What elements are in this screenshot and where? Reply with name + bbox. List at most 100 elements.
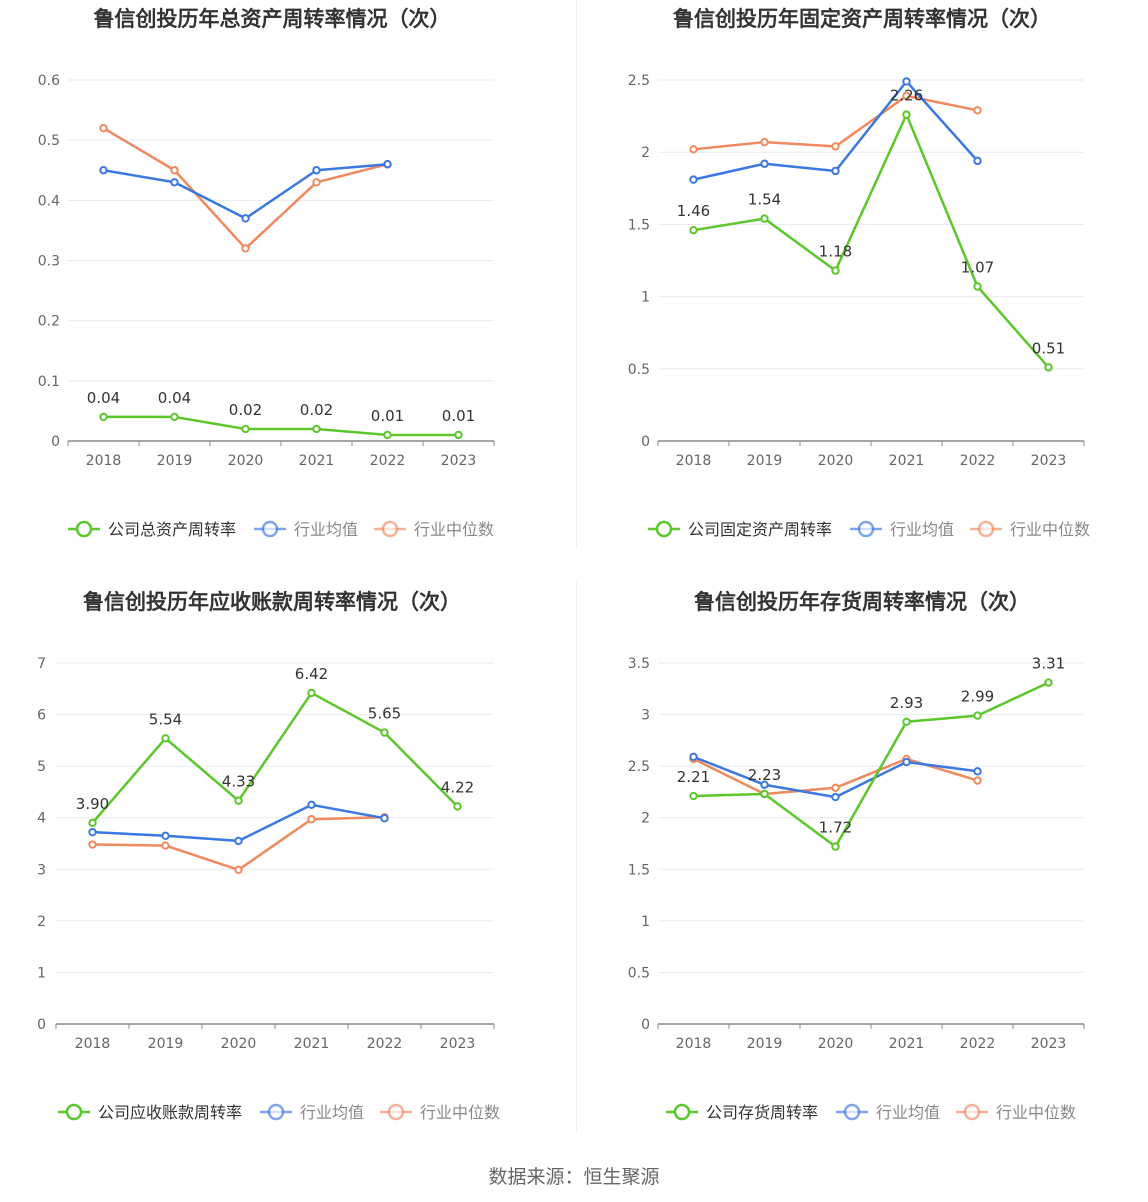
data-point-company <box>307 688 316 698</box>
y-tick-label: 6 <box>37 708 46 724</box>
data-label: 2.23 <box>748 766 781 784</box>
data-point-median <box>88 840 97 849</box>
data-point-median <box>99 123 108 133</box>
data-label: 0.04 <box>87 389 120 407</box>
data-point-avg <box>380 814 389 823</box>
y-tick-label: 2.5 <box>628 759 650 775</box>
data-point-company <box>234 796 243 805</box>
series-company: 2.21 2.23 1.72 2.93 2.99 3.31 <box>677 655 1065 851</box>
legend-marker <box>673 1103 691 1121</box>
chart-title: 鲁信创投历年固定资产周转率情况（次） <box>673 7 1051 31</box>
data-point-avg <box>99 166 108 175</box>
legend-marker <box>963 1103 981 1121</box>
data-point-avg <box>241 214 250 223</box>
series-line-company <box>103 415 459 437</box>
x-tick-label: 2020 <box>818 453 854 469</box>
legend-item-median[interactable]: 行业中位数 <box>374 520 494 539</box>
legend-label: 行业均值 <box>876 1103 940 1122</box>
legend-item-median[interactable]: 行业中位数 <box>970 520 1090 539</box>
series-company: 0.04 0.04 0.02 0.02 0.01 0.01 <box>87 389 475 440</box>
y-tick-label: 2 <box>641 811 650 827</box>
data-point-avg <box>902 757 911 767</box>
data-point-avg <box>973 767 982 776</box>
data-point-company <box>831 842 840 851</box>
x-tick-label: 2018 <box>75 1036 111 1052</box>
legend-item-company[interactable]: 公司固定资产周转率 <box>648 520 832 539</box>
x-tick-label: 2021 <box>299 453 335 469</box>
legend-item-company[interactable]: 公司存货周转率 <box>666 1103 818 1122</box>
x-tick-label: 2023 <box>441 453 477 469</box>
series-line-median <box>102 127 388 250</box>
x-tick-label: 2023 <box>1031 453 1067 469</box>
legend: 公司存货周转率 行业均值 行业中位数 <box>666 1103 1076 1122</box>
data-label: 3.90 <box>76 795 109 813</box>
x-tick-label: 2023 <box>440 1036 476 1052</box>
legend-label: 公司固定资产周转率 <box>688 520 832 539</box>
legend-marker <box>387 1103 405 1121</box>
legend-item-avg[interactable]: 行业均值 <box>836 1103 940 1122</box>
legend-item-median[interactable]: 行业中位数 <box>380 1103 500 1122</box>
legend-label: 行业中位数 <box>1010 520 1090 539</box>
legend-marker <box>65 1103 83 1121</box>
y-tick-label: 5 <box>37 759 46 775</box>
x-tick-label: 2022 <box>960 1036 996 1052</box>
y-tick-label: 0.3 <box>38 254 60 270</box>
series-line-company <box>693 113 1050 369</box>
legend-marker <box>261 520 279 538</box>
data-label: 0.02 <box>229 401 262 419</box>
data-point-avg <box>831 166 840 176</box>
data-point-company <box>161 734 170 743</box>
data-label: 6.42 <box>295 665 328 683</box>
data-point-avg <box>161 831 170 840</box>
legend-item-avg[interactable]: 行业均值 <box>850 520 954 539</box>
legend-item-avg[interactable]: 行业均值 <box>260 1103 364 1122</box>
data-label: 0.02 <box>300 401 333 419</box>
data-point-company <box>973 282 982 291</box>
x-tick-label: 2018 <box>676 453 712 469</box>
data-point-avg <box>973 156 982 166</box>
y-tick-label: 1 <box>37 965 46 981</box>
data-label: 2.26 <box>890 87 923 105</box>
legend-item-median[interactable]: 行业中位数 <box>956 1103 1076 1122</box>
data-point-median <box>973 106 982 115</box>
data-label: 1.18 <box>819 243 852 261</box>
y-tick-label: 2.5 <box>628 73 650 89</box>
data-point-avg <box>689 175 698 184</box>
data-point-avg <box>383 160 392 169</box>
x-tick-label: 2022 <box>370 453 406 469</box>
x-tick-label: 2023 <box>1031 1036 1067 1052</box>
y-tick-label: 3 <box>37 862 46 878</box>
y-tick-label: 0.5 <box>38 133 60 149</box>
y-tick-label: 1.5 <box>628 862 650 878</box>
data-point-median <box>234 865 243 875</box>
y-tick-label: 0 <box>641 434 650 450</box>
legend-marker <box>857 520 875 538</box>
legend: 公司应收账款周转率 行业均值 行业中位数 <box>58 1103 500 1122</box>
data-point-median <box>831 142 840 151</box>
data-point-avg <box>831 792 840 802</box>
data-label: 5.54 <box>149 710 182 728</box>
series-line-avg <box>92 803 385 843</box>
data-label: 1.72 <box>819 819 852 837</box>
x-tick-label: 2019 <box>747 453 783 469</box>
x-tick-label: 2019 <box>157 453 193 469</box>
panel-divider-bottom <box>576 582 577 1132</box>
legend-label: 行业中位数 <box>996 1103 1076 1122</box>
legend-label: 行业均值 <box>300 1103 364 1122</box>
data-point-avg <box>170 178 179 187</box>
data-label: 4.22 <box>441 778 474 796</box>
y-tick-label: 1.5 <box>628 217 650 233</box>
y-tick-label: 1 <box>641 914 650 930</box>
legend-item-avg[interactable]: 行业均值 <box>254 520 358 539</box>
data-source: 数据来源：恒生聚源 <box>488 1166 660 1188</box>
y-tick-label: 2 <box>37 914 46 930</box>
x-tick-label: 2022 <box>960 453 996 469</box>
x-tick-label: 2020 <box>818 1036 854 1052</box>
legend-label: 行业中位数 <box>420 1103 500 1122</box>
data-point-median <box>831 783 840 793</box>
legend-marker <box>843 1103 861 1121</box>
legend-item-company[interactable]: 公司总资产周转率 <box>68 520 236 539</box>
legend-marker <box>655 520 673 538</box>
legend-item-company[interactable]: 公司应收账款周转率 <box>58 1103 242 1122</box>
